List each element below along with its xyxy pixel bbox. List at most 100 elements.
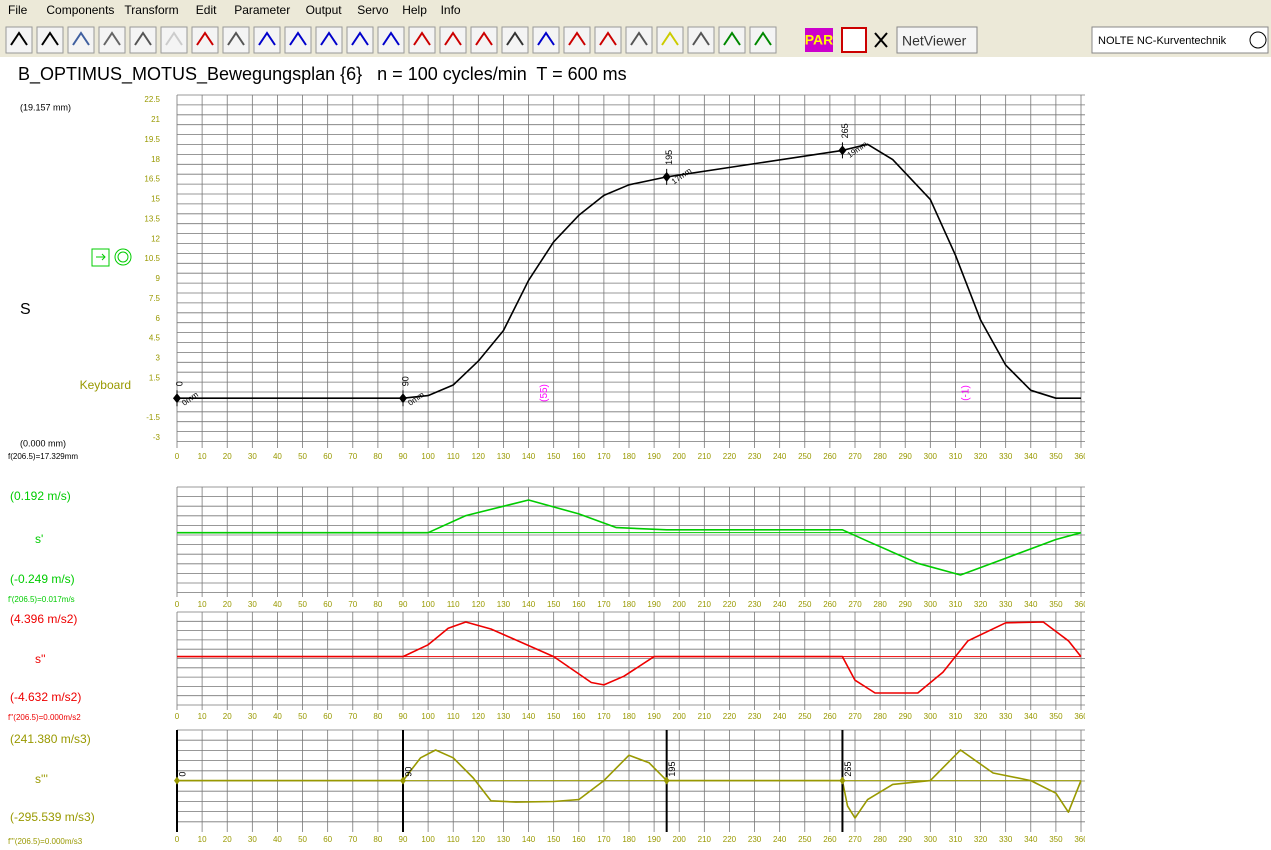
menu-item[interactable]: Help bbox=[402, 3, 427, 17]
x-tick-label: 280 bbox=[873, 712, 887, 721]
section-label: 90 bbox=[403, 767, 413, 777]
x-tick-label: 50 bbox=[298, 835, 307, 844]
x-tick-label: 320 bbox=[974, 600, 988, 609]
x-tick-label: 130 bbox=[497, 835, 511, 844]
menu-item[interactable]: Parameter bbox=[234, 3, 290, 17]
annotation: (55) bbox=[539, 384, 550, 402]
marker-note: 17mm bbox=[670, 166, 694, 186]
marker-label: 0 bbox=[174, 381, 184, 386]
toolbar-button[interactable] bbox=[160, 26, 188, 54]
toolbar-button[interactable] bbox=[749, 26, 777, 54]
toolbar-button[interactable] bbox=[687, 26, 715, 54]
toolbar-button[interactable] bbox=[656, 26, 684, 54]
y-tick-label: 6 bbox=[156, 314, 161, 323]
x-tick-label: 40 bbox=[273, 600, 282, 609]
x-tick-label: 40 bbox=[273, 712, 282, 721]
x-tick-label: 290 bbox=[899, 712, 913, 721]
menu-bar bbox=[0, 0, 1271, 21]
menu-item[interactable]: Transform bbox=[124, 3, 178, 17]
x-tick-label: 290 bbox=[899, 600, 913, 609]
toolbar-button[interactable] bbox=[470, 26, 498, 54]
x-tick-label: 80 bbox=[373, 600, 382, 609]
toolbar-icon bbox=[258, 31, 276, 46]
toolbar-button[interactable] bbox=[315, 26, 343, 54]
x-tick-label: 70 bbox=[348, 712, 357, 721]
toolbar-button[interactable] bbox=[377, 26, 405, 54]
toolbar-button[interactable] bbox=[346, 26, 374, 54]
x-tick-label: 210 bbox=[698, 452, 712, 461]
toolbar-button[interactable] bbox=[67, 26, 95, 54]
y-tick-label: 3 bbox=[156, 354, 161, 363]
x-tick-label: 20 bbox=[223, 712, 232, 721]
menu-item[interactable]: File bbox=[8, 3, 28, 17]
x-tick-label: 0 bbox=[175, 600, 180, 609]
toolbar-button[interactable] bbox=[5, 26, 33, 54]
toolbar-button[interactable] bbox=[718, 26, 746, 54]
menu-item[interactable]: Servo bbox=[357, 3, 389, 17]
menu-item[interactable]: Info bbox=[441, 3, 461, 17]
toolbar-icon bbox=[382, 31, 400, 46]
netviewer-button[interactable] bbox=[896, 26, 978, 54]
x-tick-label: 260 bbox=[823, 452, 837, 461]
x-tick-label: 340 bbox=[1024, 600, 1038, 609]
marker-note: 0mm bbox=[406, 390, 426, 408]
x-tick-label: 110 bbox=[447, 835, 460, 844]
toolbar-button[interactable] bbox=[625, 26, 653, 54]
x-tick-label: 80 bbox=[373, 835, 382, 844]
marker-note: 0mm bbox=[180, 390, 200, 408]
x-tick-label: 90 bbox=[399, 452, 408, 461]
input-icon bbox=[91, 248, 110, 267]
toolbar-button[interactable] bbox=[563, 26, 591, 54]
range-max-label: (0.192 m/s) bbox=[10, 489, 71, 503]
toolbar-button[interactable] bbox=[36, 26, 64, 54]
x-tick-label: 360 bbox=[1074, 600, 1088, 609]
toolbar-button[interactable] bbox=[253, 26, 281, 54]
x-tick-label: 10 bbox=[198, 835, 207, 844]
range-max-label: (19.157 mm) bbox=[20, 102, 71, 112]
y-tick-label: 18 bbox=[151, 155, 160, 164]
par-button[interactable] bbox=[805, 28, 833, 52]
toolbar-button[interactable] bbox=[439, 26, 467, 54]
toolbar-button[interactable] bbox=[841, 27, 867, 53]
readout: f'(206.5)=0.017m/s bbox=[8, 595, 75, 604]
menu-item[interactable]: Output bbox=[306, 3, 343, 17]
toolbar-button[interactable] bbox=[284, 26, 312, 54]
x-tick-label: 10 bbox=[198, 452, 207, 461]
toolbar-button[interactable] bbox=[98, 26, 126, 54]
x-tick-label: 230 bbox=[748, 835, 762, 844]
x-tick-label: 250 bbox=[798, 835, 812, 844]
brand-label: NOLTE NC-Kurventechnik bbox=[1098, 35, 1227, 47]
menu-item[interactable]: Components bbox=[46, 3, 114, 17]
toolbar-button[interactable] bbox=[191, 26, 219, 54]
x-tick-label: 340 bbox=[1024, 452, 1038, 461]
x-tick-label: 0 bbox=[175, 452, 180, 461]
x-tick-label: 360 bbox=[1074, 835, 1088, 844]
toolbar-icon bbox=[10, 31, 28, 46]
toolbar-icon bbox=[444, 31, 462, 46]
range-min-label: (-0.249 m/s) bbox=[10, 572, 75, 586]
toolbar-button[interactable] bbox=[408, 26, 436, 54]
x-tick-label: 340 bbox=[1024, 712, 1038, 721]
x-tick-label: 130 bbox=[497, 712, 511, 721]
x-tick-label: 70 bbox=[348, 835, 357, 844]
x-tick-label: 30 bbox=[248, 600, 257, 609]
toolbar-button[interactable] bbox=[594, 26, 622, 54]
plot-panel: 0 10 20 30 40 50 60 70 80 90 100 110 120 130 140 150 160… bbox=[175, 486, 1088, 609]
toolbar-button[interactable] bbox=[532, 26, 560, 54]
x-tick-label: 180 bbox=[622, 600, 636, 609]
readout: f'''(206.5)=0.000m/s3 bbox=[8, 837, 83, 846]
toolbar-buttons bbox=[5, 26, 777, 54]
section-label: 0 bbox=[177, 772, 187, 777]
x-tick-label: 230 bbox=[748, 712, 762, 721]
toolbar-button[interactable] bbox=[501, 26, 529, 54]
x-tick-label: 150 bbox=[547, 712, 561, 721]
section-marker bbox=[663, 776, 670, 785]
x-tick-label: 20 bbox=[223, 835, 232, 844]
toolbar-button[interactable] bbox=[222, 26, 250, 54]
toolbar-button[interactable] bbox=[129, 26, 157, 54]
range-min-label: (-295.539 m/s3) bbox=[10, 810, 95, 824]
x-tick-label: 140 bbox=[522, 600, 536, 609]
x-tick-label: 120 bbox=[472, 712, 486, 721]
x-tick-label: 200 bbox=[673, 712, 687, 721]
menu-item[interactable]: Edit bbox=[196, 3, 217, 17]
